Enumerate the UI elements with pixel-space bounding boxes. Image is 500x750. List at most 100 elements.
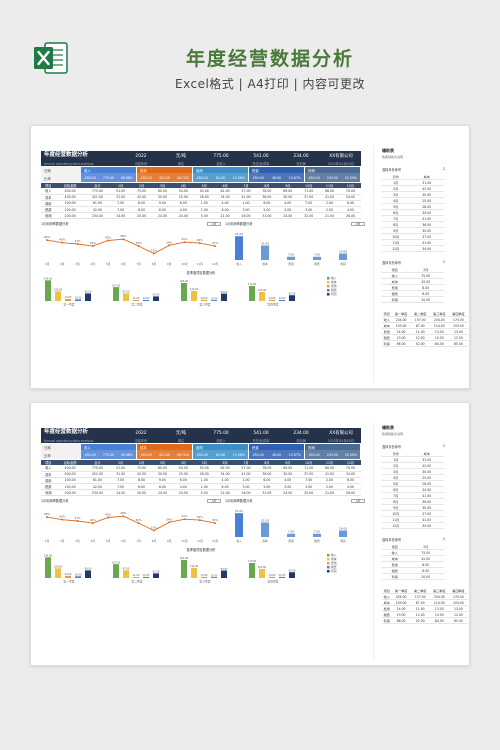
bar-x-label: 成本	[262, 539, 268, 543]
table-row: 税费 100.00 42.00 7.00 6.00 6.00 4.00 1.00 6.00 3.0…	[41, 206, 361, 214]
line-point	[137, 245, 140, 248]
table-cell: 8.00	[131, 200, 152, 208]
excel-logo-icon	[34, 42, 68, 74]
quarter-bar-label: 234.00	[44, 278, 53, 281]
report-header: 年度经营数据分析 2022 元/吨 775.00 541.00 234.00 X…	[41, 151, 361, 161]
bar-chart-month-select[interactable]: 2月	[351, 222, 365, 226]
helper-row: 利润 20.00	[382, 573, 444, 580]
legend-swatch	[327, 281, 330, 284]
legend-swatch	[327, 289, 330, 292]
monthly-data-table: 项目 目标金额 合计 1月 2月 3月 4月 5月 6月 7月 8月 9月 10月 11月 12月 收入 40…	[41, 460, 361, 497]
line-series	[46, 239, 216, 255]
quarter-bar-label: 19.00	[75, 297, 82, 300]
quarter-bar-label: 13.00	[269, 574, 276, 577]
table-cell: 42.00	[84, 206, 111, 214]
helper-cell: 20.00	[407, 296, 444, 303]
line-point-label: 32%	[136, 242, 143, 246]
report-subtitle: Annual operating data analysis	[44, 438, 94, 443]
helper-cell: 12.00	[448, 334, 468, 341]
bar-x-label: 利润	[340, 262, 346, 266]
table-cell: 34.00	[214, 194, 236, 201]
table-cell: 7.00	[110, 200, 132, 208]
table-cell: 28.00	[193, 471, 215, 478]
table-cell: 400.00	[55, 471, 85, 478]
kpi-label-date: 日期	[44, 446, 51, 451]
column-header: 合计	[84, 183, 111, 188]
table-cell: 37.00	[298, 194, 320, 201]
helper-row: 11月 41.00	[382, 516, 444, 523]
legend-entry: 收入	[331, 276, 337, 280]
helper-row: 3月 30.00	[382, 468, 444, 475]
helper-cell: 6.00	[407, 567, 444, 574]
helper-row: 12月 34.00	[382, 522, 444, 529]
table-cell: 9.00	[151, 477, 173, 485]
bar-chart-panel: 1月利润率数据分析 2月 51.00 收入 31.00 成本 7.00 费用 7.00 税费 1…	[225, 498, 365, 544]
quarter-bar	[269, 300, 275, 302]
helper-cell: 利润	[382, 617, 392, 624]
table-cell: 41.00	[319, 194, 340, 201]
column-header: 5月	[193, 460, 215, 465]
quarter-bar	[201, 577, 207, 579]
item-select-value[interactable]: 2	[442, 537, 445, 541]
table-cell: 6.00	[131, 483, 152, 491]
helper-cell: 87.00	[410, 599, 430, 606]
helper-cell: 2月	[382, 462, 410, 469]
legend-entry: 利润	[331, 292, 337, 296]
item-select-value[interactable]: 2	[442, 260, 445, 264]
line-point	[183, 518, 186, 521]
helper-row: 收入 75.00	[382, 272, 444, 279]
report-subtitle: Annual operating data analysis	[44, 161, 94, 166]
table-cell: 7.00	[298, 477, 320, 485]
helper-row: 月份 成本	[382, 174, 444, 180]
quarter-bar-label: 103.00	[258, 567, 267, 570]
line-chart-panel: 1月利润率数据分析 2月 46% 1月 40% 2月 37% 3月 32% 4月 45% 5月 48…	[41, 498, 221, 544]
table-cell: 21.00	[214, 489, 236, 497]
line-point-label: 32%	[90, 519, 97, 523]
sheet-preview-2: 年度经营数据分析 2022 元/吨 775.00 541.00 234.00 X…	[30, 402, 470, 666]
helper-row: 10月 37.00	[382, 510, 444, 517]
kpi-block: 收入 450.00 775.00 40.68%	[81, 167, 137, 182]
line-point	[214, 245, 216, 248]
line-x-label: 6月	[121, 539, 126, 543]
month-select-value[interactable]: 2	[442, 167, 445, 171]
line-x-label: 3月	[75, 262, 80, 266]
quarter-bar	[181, 560, 187, 579]
helper-cell: 20.00	[407, 573, 444, 580]
line-x-label: 2月	[60, 539, 65, 543]
helper-cell: 成本	[409, 451, 444, 457]
helper-cell: 12.00	[410, 611, 430, 618]
month-select-value[interactable]: 2	[442, 444, 445, 448]
quarter-bar	[259, 569, 265, 579]
line-point-label: 34%	[166, 241, 173, 245]
quarter-bar	[113, 564, 119, 579]
quarter-bar-label: 157.00	[112, 562, 121, 565]
report-title: 年度经营数据分析	[44, 429, 89, 436]
bar-chart-month-select[interactable]: 2月	[351, 499, 365, 503]
helper-panel: 辅助表 数据辅助表说明 选择月份序号 2 月份 成本 1月 31.00 2月 42.00 3…	[373, 423, 468, 659]
sub-label-date: 2022年XX月XX日	[327, 439, 355, 443]
month-cost-table: 月份 成本 1月 31.00 2月 42.00 3月 30.00 4月 25.00 5月 28.00 6…	[382, 174, 444, 252]
line-x-label: 1月	[45, 262, 50, 266]
kpi-strip: 日期 比率 收入 450.00 775.00 40.68% 成本 450.00 421.00…	[41, 444, 361, 459]
helper-cell: 31.00	[409, 179, 444, 186]
helper-row: 费用 8.00	[382, 561, 444, 568]
helper-cell: 25.00	[409, 197, 444, 204]
line-chart-month-select[interactable]: 2月	[207, 222, 221, 226]
table-cell: 31.00	[256, 212, 278, 220]
kpi-value: 234.00	[326, 452, 339, 457]
table-cell: 4.00	[214, 477, 236, 485]
bar-x-label: 税费	[314, 539, 320, 543]
table-cell: 24.00	[151, 212, 173, 220]
helper-row: 月份 成本	[382, 451, 444, 457]
quarter-bar-label: 13.00	[201, 574, 208, 577]
table-cell: 70.00	[340, 465, 361, 472]
line-chart-month-select[interactable]: 2月	[207, 499, 221, 503]
helper-row: 税费 6.00	[382, 567, 444, 574]
column-header: 6月	[214, 183, 236, 188]
helper-cell: 204.00	[429, 593, 449, 600]
helper-row: 6月 34.00	[382, 486, 444, 493]
helper-cell: 41.00	[409, 215, 444, 222]
bar-chart-title: 1月利润率数据分析	[225, 222, 253, 227]
table-cell: 4.00	[277, 200, 299, 208]
kpi-value: 450.00	[196, 452, 208, 457]
